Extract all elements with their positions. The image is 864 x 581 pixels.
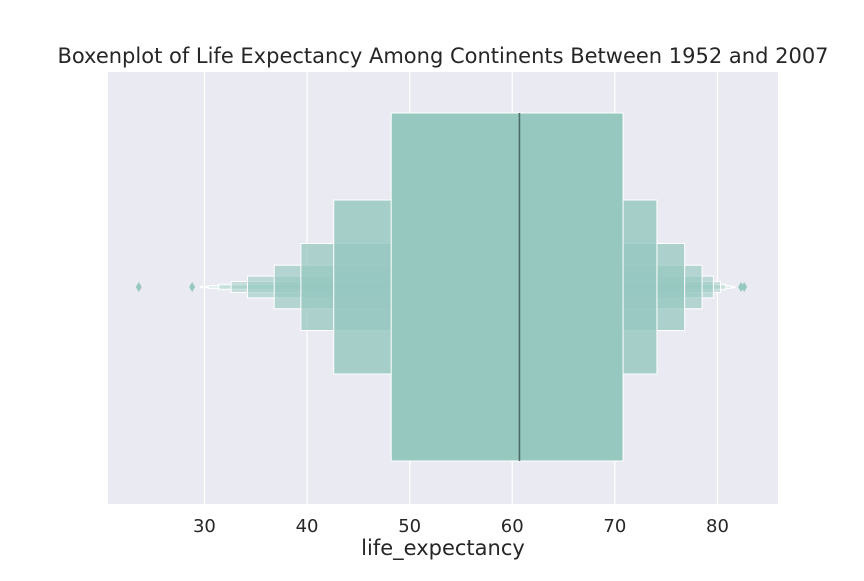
x-tick-label: 60 — [501, 516, 524, 537]
outlier-point — [741, 282, 748, 292]
x-tick-label: 30 — [193, 516, 216, 537]
x-tick-label: 40 — [296, 516, 319, 537]
x-tick-labels: 30 40 50 60 70 80 — [193, 516, 729, 537]
chart-title: Boxenplot of Life Expectancy Among Conti… — [57, 44, 828, 68]
outlier-points — [135, 282, 748, 292]
x-axis-label: life_expectancy — [361, 536, 525, 561]
outlier-point — [189, 282, 196, 292]
x-tick-label: 50 — [398, 516, 421, 537]
x-tick-label: 80 — [706, 516, 729, 537]
boxen-box-level-1 — [390, 112, 624, 462]
outlier-point — [738, 282, 745, 292]
outlier-point — [135, 282, 142, 292]
x-tick-label: 70 — [603, 516, 626, 537]
boxen-boxes — [199, 112, 736, 462]
